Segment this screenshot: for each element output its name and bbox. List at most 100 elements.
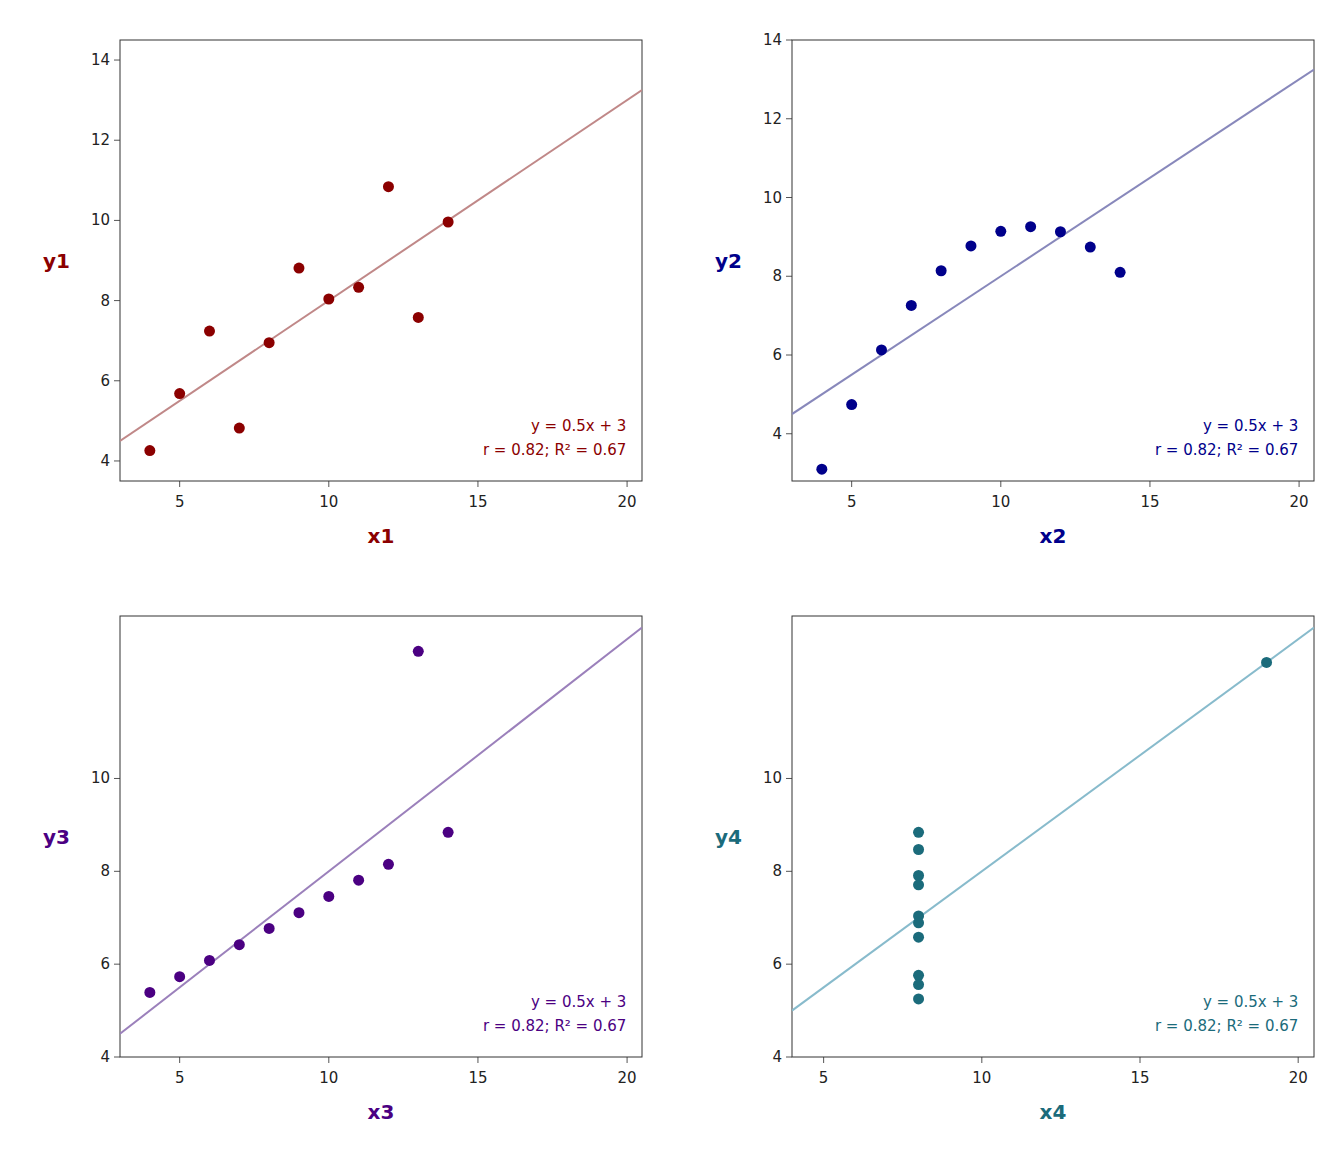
point	[906, 300, 917, 311]
y-tick-label: 6	[772, 955, 782, 973]
x-tick	[179, 481, 180, 487]
plot-area	[792, 628, 1314, 1011]
x-tick	[1149, 481, 1150, 487]
figure: 5 10 15 20 4 6 8 10 12 14 x1 y1 y = 0.5x + 3r = 0.82…	[0, 0, 1344, 1152]
x-tick	[627, 1057, 628, 1063]
point	[913, 993, 924, 1004]
point	[913, 932, 924, 943]
y-tick-label: 8	[100, 862, 110, 880]
plot-area	[792, 70, 1314, 475]
point	[913, 844, 924, 855]
y-tick-label: 10	[763, 189, 782, 207]
y-tick-label: 14	[91, 51, 110, 69]
annotation: y = 0.5x + 3r = 0.82; R² = 0.67	[483, 417, 626, 459]
y-tick	[786, 118, 792, 119]
x-tick	[823, 1057, 824, 1063]
point	[174, 971, 185, 982]
point	[383, 181, 394, 192]
x-axis-label: x1	[368, 524, 395, 548]
x-tick	[328, 481, 329, 487]
x-tick	[477, 481, 478, 487]
y-tick-label: 4	[100, 452, 110, 470]
point	[913, 979, 924, 990]
point	[995, 226, 1006, 237]
point	[264, 337, 275, 348]
x-tick	[981, 1057, 982, 1063]
x-tick-label: 20	[1290, 493, 1309, 511]
x-tick-label: 10	[991, 493, 1010, 511]
y-tick-label: 12	[91, 131, 110, 149]
point	[353, 875, 364, 886]
x-tick	[627, 481, 628, 487]
point	[816, 464, 827, 475]
x-tick	[179, 1057, 180, 1063]
panel: 510152046810x3y3y = 0.5x + 3r = 0.82; R²…	[43, 616, 642, 1124]
y-axis-label: y3	[43, 825, 70, 849]
x-axis-label: x3	[368, 1100, 395, 1124]
point	[1261, 657, 1272, 668]
y-tick	[114, 964, 120, 965]
x-tick-label: 5	[847, 493, 857, 511]
point	[965, 240, 976, 251]
x-tick	[477, 1057, 478, 1063]
y-tick	[786, 778, 792, 779]
y-tick	[114, 220, 120, 221]
point	[413, 646, 424, 657]
y-tick	[114, 380, 120, 381]
y-tick	[786, 276, 792, 277]
point	[913, 870, 924, 881]
x-tick	[1140, 1057, 1141, 1063]
plot-frame	[120, 40, 642, 481]
point	[913, 827, 924, 838]
y-tick	[786, 40, 792, 41]
point	[1055, 226, 1066, 237]
y-tick-label: 6	[772, 346, 782, 364]
y-tick	[114, 140, 120, 141]
annotation-line: r = 0.82; R² = 0.67	[483, 1017, 626, 1035]
y-tick-label: 4	[772, 425, 782, 443]
point	[913, 917, 924, 928]
y-tick-label: 12	[763, 110, 782, 128]
panel: 5101520468101214x2y2y = 0.5x + 3r = 0.82…	[715, 31, 1314, 548]
y-tick-label: 10	[91, 211, 110, 229]
plot-area	[120, 90, 642, 456]
point	[293, 263, 304, 274]
y-tick-label: 8	[772, 267, 782, 285]
x-tick-label: 15	[468, 1069, 487, 1087]
point	[1025, 221, 1036, 232]
x-axis-label: x4	[1040, 1100, 1067, 1124]
y-tick-label: 8	[100, 292, 110, 310]
point	[293, 907, 304, 918]
y-tick	[114, 1057, 120, 1058]
y-tick	[786, 433, 792, 434]
y-tick	[786, 871, 792, 872]
point	[264, 923, 275, 934]
x-tick	[1299, 481, 1300, 487]
point	[1085, 242, 1096, 253]
y-tick	[786, 1057, 792, 1058]
point	[846, 399, 857, 410]
annotation-line: r = 0.82; R² = 0.67	[1155, 441, 1298, 459]
point	[1115, 267, 1126, 278]
y-axis-label: y1	[43, 249, 70, 273]
y-tick-label: 8	[772, 862, 782, 880]
y-tick	[114, 871, 120, 872]
x-tick	[1000, 481, 1001, 487]
y-tick-label: 4	[100, 1048, 110, 1066]
x-tick-label: 5	[819, 1069, 829, 1087]
point	[936, 265, 947, 276]
x-tick-label: 20	[618, 493, 637, 511]
annotation-line: r = 0.82; R² = 0.67	[483, 441, 626, 459]
y-tick-label: 10	[763, 769, 782, 787]
x-axis-label: x2	[1040, 524, 1067, 548]
regression-line	[792, 70, 1314, 415]
panel: 510152046810x4y4y = 0.5x + 3r = 0.82; R²…	[715, 616, 1314, 1124]
x-tick-label: 10	[319, 493, 338, 511]
x-tick-label: 15	[1130, 1069, 1149, 1087]
point	[353, 282, 364, 293]
point	[174, 388, 185, 399]
point	[443, 217, 454, 228]
y-tick-label: 10	[91, 769, 110, 787]
x-tick-label: 10	[319, 1069, 338, 1087]
regression-line	[792, 628, 1314, 1011]
